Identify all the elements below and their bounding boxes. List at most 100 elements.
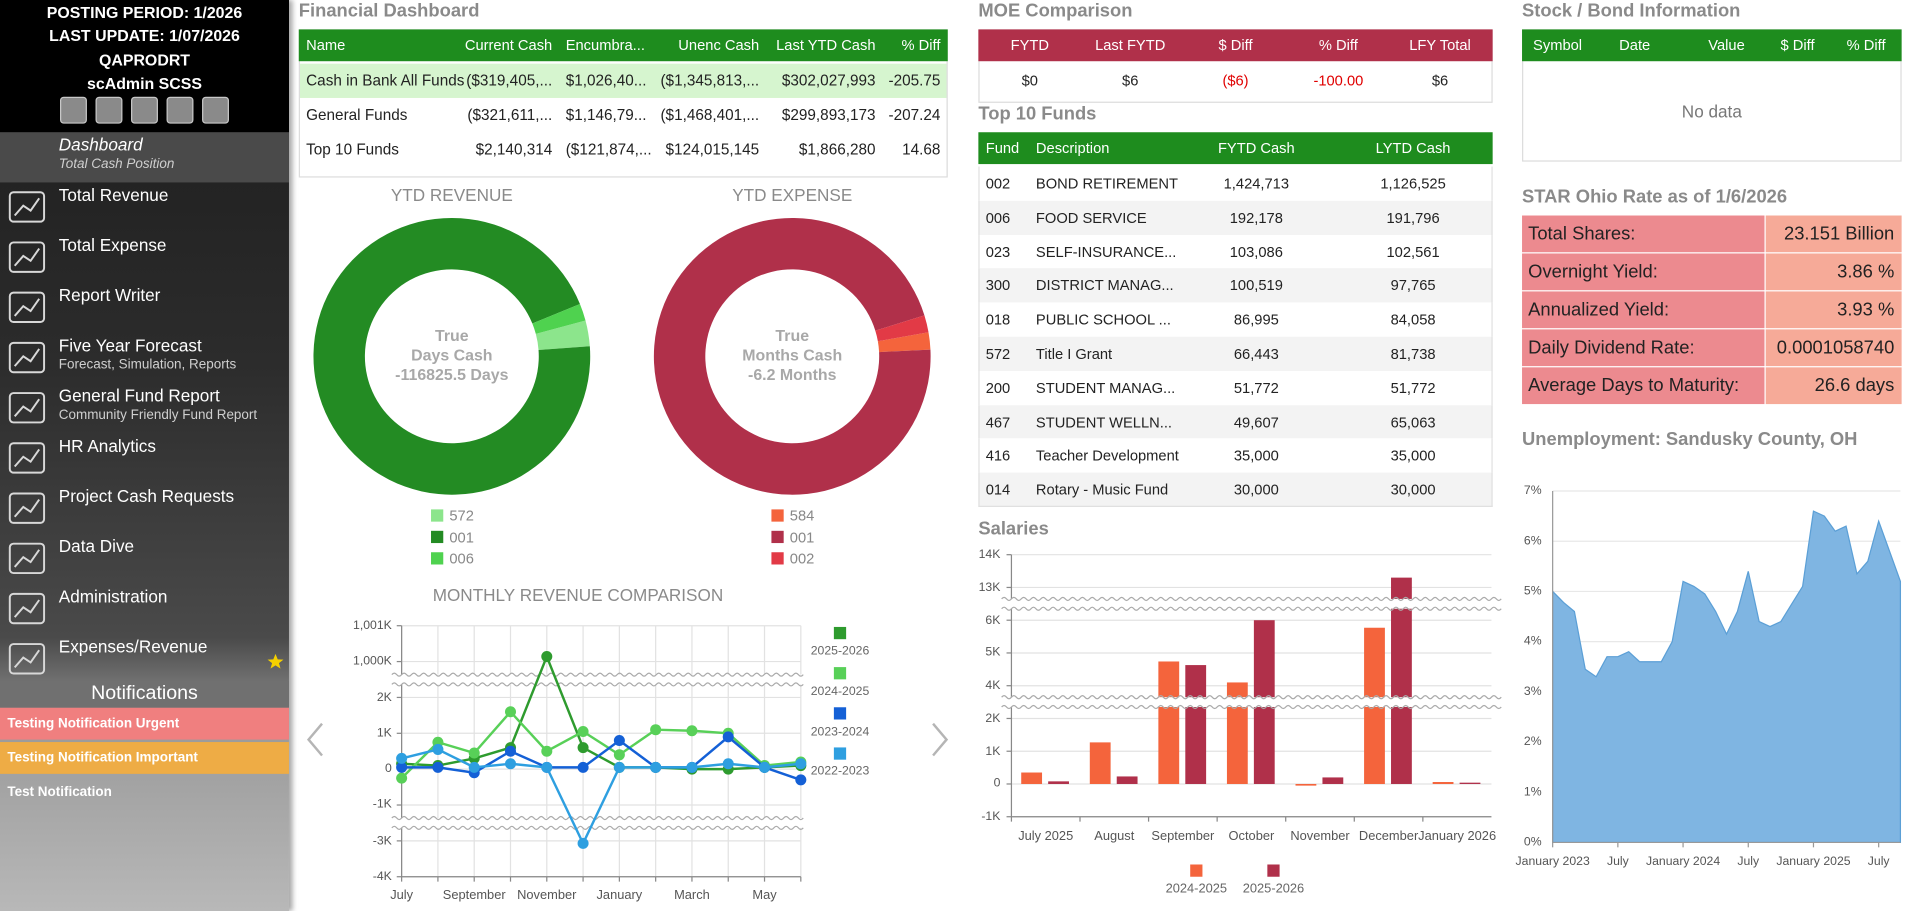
x-tick-label: August — [1094, 828, 1135, 844]
axis-break-line — [391, 672, 804, 677]
rate-value: 3.86 % — [1837, 261, 1895, 283]
series-point — [722, 758, 734, 770]
column-header: Current Cash — [464, 36, 553, 54]
nav-sublabel: Total Cash Position — [58, 156, 175, 172]
carousel-prev-button[interactable] — [302, 720, 329, 759]
nav-item[interactable] — [0, 534, 289, 584]
nav-icon — [8, 341, 46, 374]
x-tick-label: May — [752, 887, 777, 903]
series-line — [400, 709, 801, 779]
bar — [1295, 783, 1317, 786]
y-tick-label: 2% — [1523, 735, 1542, 749]
table-cell: 65,063 — [1390, 413, 1436, 431]
nav-icon — [13, 549, 40, 568]
table-cell: ($321,611,... — [467, 106, 553, 124]
axis-break-line — [391, 815, 804, 821]
nav-label: Total Expense — [58, 235, 167, 255]
y-tick-label: 6K — [985, 613, 1001, 627]
toolbar-button[interactable] — [95, 96, 123, 124]
bar — [1322, 777, 1344, 784]
toolbar-button[interactable] — [166, 96, 194, 124]
y-tick-label: 5K — [985, 646, 1001, 660]
table-row — [978, 336, 1493, 371]
header-line: scAdmin SCSS — [86, 74, 202, 93]
series-point — [541, 651, 553, 663]
table-cell: 192,178 — [1229, 209, 1283, 227]
y-tick-label: 1,001K — [353, 618, 392, 633]
legend-label: 572 — [449, 506, 474, 525]
series-point — [795, 758, 807, 770]
carousel-next-button[interactable] — [926, 720, 953, 759]
column-header: LYTD Cash — [1375, 139, 1451, 157]
rate-label: Average Days to Maturity: — [1528, 375, 1740, 397]
section-title: MOE Comparison — [978, 0, 1133, 22]
toolbar-button[interactable] — [131, 96, 158, 124]
y-tick-label: 1,000K — [353, 654, 392, 669]
nav-label: Report Writer — [58, 285, 161, 305]
table-cell: -205.75 — [888, 72, 941, 90]
table-cell: DISTRICT MANAG... — [1035, 277, 1174, 295]
legend-label: 001 — [789, 528, 815, 546]
table-row — [978, 404, 1493, 439]
table-cell: Top 10 Funds — [306, 140, 399, 158]
table-cell: Title I Grant — [1035, 345, 1113, 363]
notification[interactable] — [0, 707, 289, 740]
series-point — [577, 837, 589, 849]
axis-break-line — [391, 682, 804, 687]
notification-text: Test Notification — [7, 784, 112, 800]
toolbar-button[interactable] — [60, 96, 87, 124]
table-cell: $0 — [1021, 72, 1038, 90]
rate-label-cell — [1522, 253, 1765, 291]
bar — [1048, 781, 1069, 784]
y-tick-label: 13K — [978, 580, 1001, 595]
table-cell: 35,000 — [1233, 447, 1279, 465]
table-cell: PUBLIC SCHOOL ... — [1035, 311, 1171, 329]
chart-title: YTD EXPENSE — [732, 184, 853, 205]
table-cell: ($319,405,... — [466, 72, 553, 90]
legend-swatch — [431, 530, 444, 544]
nav-label: General Fund Report — [58, 385, 220, 406]
donut-center-text: Months Cash — [742, 345, 843, 365]
y-tick-label: -3K — [372, 834, 392, 848]
table-cell: ($1,345,813,... — [660, 72, 760, 90]
table-row — [978, 268, 1493, 303]
table-cell: 14.68 — [902, 140, 941, 158]
table-cell: 102,561 — [1386, 243, 1440, 261]
nav-icon — [8, 442, 46, 474]
toolbar-button[interactable] — [202, 96, 229, 124]
series-point — [468, 747, 480, 759]
series-point — [468, 761, 480, 773]
chart-title: Salaries — [978, 518, 1049, 540]
y-tick-label: 0 — [993, 777, 1001, 791]
notification-text: Testing Notification Urgent — [7, 716, 180, 732]
column-header: Date — [1619, 36, 1651, 54]
table-cell: 006 — [985, 209, 1011, 227]
nav-label: Dashboard — [58, 134, 143, 155]
series-point — [613, 734, 625, 746]
nav-icon — [8, 392, 46, 424]
y-tick-label: -4K — [372, 870, 392, 884]
table-header — [298, 29, 948, 62]
series-point — [541, 761, 553, 773]
table-cell: $1,866,280 — [798, 140, 876, 158]
table-cell: -100.00 — [1313, 72, 1364, 90]
legend-label: 2024-2025 — [810, 684, 870, 699]
bar — [1459, 782, 1481, 784]
rate-value-cell — [1765, 329, 1902, 367]
bar — [1116, 776, 1138, 784]
table-cell: 416 — [985, 447, 1011, 465]
table-cell: 300 — [985, 277, 1011, 295]
rate-label-cell — [1522, 329, 1765, 367]
donut-segment — [653, 217, 931, 495]
donut-segment — [535, 320, 590, 350]
bar — [1391, 577, 1412, 784]
carousel-prev — [306, 722, 323, 757]
column-header: Unenc Cash — [678, 36, 760, 54]
donut-center-text: -6.2 Months — [748, 365, 837, 384]
donut-center-text: Days Cash — [411, 345, 493, 365]
table-cell: 002 — [985, 175, 1011, 193]
nav-icon — [8, 492, 46, 524]
notification[interactable] — [0, 742, 289, 774]
nav-label: Five Year Forecast — [58, 335, 202, 356]
